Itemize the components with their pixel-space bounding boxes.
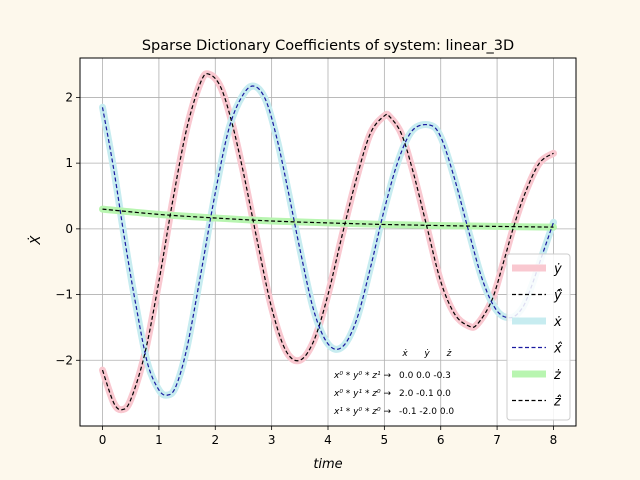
legend-box	[506, 253, 571, 421]
ticks: 0 1 2 3 4 5 6 7 8 −2 −1 0 1 2	[55, 90, 557, 447]
coefficient-table: ẋ ẏ ż x⁰ * y⁰ * z¹ → 0.0 0.0 -0.3 x⁰ * y¹ * z…	[333, 349, 454, 417]
x-tick-label: 3	[268, 433, 276, 447]
legend-label: ẏ	[553, 262, 562, 277]
coef-term: x⁰ * y⁰ * z¹ →	[333, 371, 392, 381]
y-tick-label: −2	[55, 353, 73, 367]
coef-values: -0.1 -2.0 0.0	[399, 407, 454, 417]
coef-header: ẋ	[401, 349, 408, 359]
x-tick-label: 0	[99, 433, 107, 447]
y-tick-label: 1	[65, 156, 73, 170]
coef-header: ẏ	[423, 349, 430, 359]
x-tick-label: 6	[437, 433, 445, 447]
series-layer	[99, 70, 557, 414]
x-tick-label: 8	[550, 433, 558, 447]
legend-label: ẋ̂	[553, 342, 563, 357]
x-tick-label: 4	[324, 433, 332, 447]
coef-values: 0.0 0.0 -0.3	[399, 371, 451, 381]
legend-label: ŷ̂	[553, 289, 563, 304]
legend-label: ż̂	[553, 395, 562, 410]
x-axis-label: time	[313, 457, 342, 472]
coef-term: x⁰ * y¹ * z⁰ →	[333, 389, 392, 399]
chart-title: Sparse Dictionary Coefficients of system…	[142, 38, 514, 54]
legend-label: ẋ	[553, 315, 562, 330]
x-tick-label: 7	[493, 433, 501, 447]
series-line-dashed	[101, 73, 554, 411]
y-axis-label: Ẋ	[28, 234, 44, 245]
series-line-dashed	[102, 208, 554, 228]
legend: ẏ ŷ̂ ẋ ẋ̂ ż ż̂	[506, 253, 571, 421]
y-tick-label: 2	[65, 90, 73, 104]
x-tick-label: 2	[211, 433, 219, 447]
y-tick-label: 0	[65, 222, 73, 236]
coef-values: 2.0 -0.1 0.0	[399, 389, 451, 399]
series-line-dashed	[101, 85, 555, 396]
legend-label: ż	[553, 368, 562, 383]
coef-header: ż	[446, 349, 452, 359]
x-tick-label: 5	[381, 433, 389, 447]
x-tick-label: 1	[155, 433, 163, 447]
y-tick-label: −1	[55, 288, 73, 302]
coef-term: x¹ * y⁰ * z⁰ →	[333, 407, 392, 417]
